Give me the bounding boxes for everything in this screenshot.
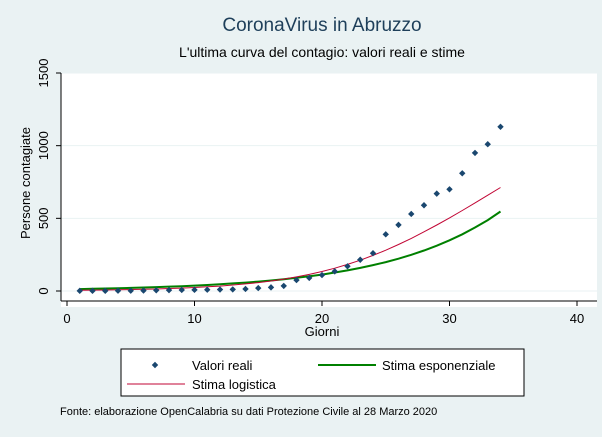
data-point-27 (408, 210, 415, 218)
data-point-3 (102, 287, 109, 295)
data-point-1 (76, 287, 83, 295)
footnote: Fonte: elaborazione OpenCalabria su dati… (60, 406, 437, 418)
data-point-4 (114, 287, 122, 294)
data-point-16 (267, 284, 275, 291)
legend-key-0 (151, 361, 159, 369)
series-line-2 (79, 187, 501, 291)
data-point-30 (446, 186, 453, 193)
data-point-34 (497, 123, 504, 130)
y-tick-label-0: 0 (36, 287, 51, 294)
y-axis-ticks: 0 500 1000 1500 (36, 59, 61, 295)
data-point-23 (357, 256, 364, 263)
chart-subtitle: L'ultima curva del contagio: valori real… (179, 44, 465, 60)
data-point-9 (178, 286, 185, 294)
data-point-14 (242, 285, 249, 293)
data-point-5 (127, 287, 134, 294)
data-point-11 (204, 286, 211, 293)
data-point-25 (382, 231, 389, 238)
data-point-7 (153, 287, 160, 294)
data-point-17 (280, 282, 287, 290)
x-tick-label-40: 40 (570, 311, 584, 326)
series-markers (76, 123, 504, 295)
data-point-28 (420, 202, 428, 209)
x-tick-label-0: 0 (63, 311, 70, 326)
x-tick-label-10: 10 (187, 311, 201, 326)
x-axis-label: Giorni (305, 324, 340, 339)
data-point-31 (459, 170, 466, 177)
data-point-21 (331, 268, 338, 275)
x-tick-label-20: 20 (315, 311, 329, 326)
data-point-2 (89, 287, 96, 295)
data-point-20 (318, 271, 326, 279)
data-point-29 (433, 190, 440, 197)
plot-area (61, 73, 597, 307)
data-point-6 (140, 287, 147, 294)
legend-box (120, 348, 525, 397)
gridlines (61, 72, 597, 292)
data-point-13 (229, 286, 236, 293)
data-point-24 (369, 250, 377, 257)
legend-label-1: Stima esponenziale (382, 358, 495, 373)
data-point-10 (191, 286, 198, 294)
y-tick-label-1500: 1500 (36, 59, 51, 88)
legend-label-0: Valori reali (192, 358, 253, 373)
legend-label-2: Stima logistica (192, 377, 277, 392)
y-tick-label-500: 500 (36, 207, 51, 229)
data-point-19 (306, 274, 313, 282)
data-point-22 (344, 263, 351, 270)
y-axis-label: Persone contagiate (18, 127, 33, 239)
data-point-8 (165, 286, 173, 294)
data-point-32 (471, 149, 479, 157)
chart-title: CoronaVirus in Abruzzo (222, 15, 421, 36)
data-point-12 (216, 286, 224, 293)
series-lines (79, 187, 502, 291)
data-point-26 (395, 221, 402, 229)
x-tick-label-30: 30 (442, 311, 456, 326)
x-axis-ticks: 0 10 20 30 40 (63, 301, 584, 326)
legend: Valori reali Stima esponenziale Stima logi… (120, 348, 525, 397)
y-tick-label-1000: 1000 (36, 131, 51, 160)
data-point-15 (255, 284, 262, 292)
data-point-18 (293, 276, 300, 284)
data-point-33 (484, 141, 491, 148)
